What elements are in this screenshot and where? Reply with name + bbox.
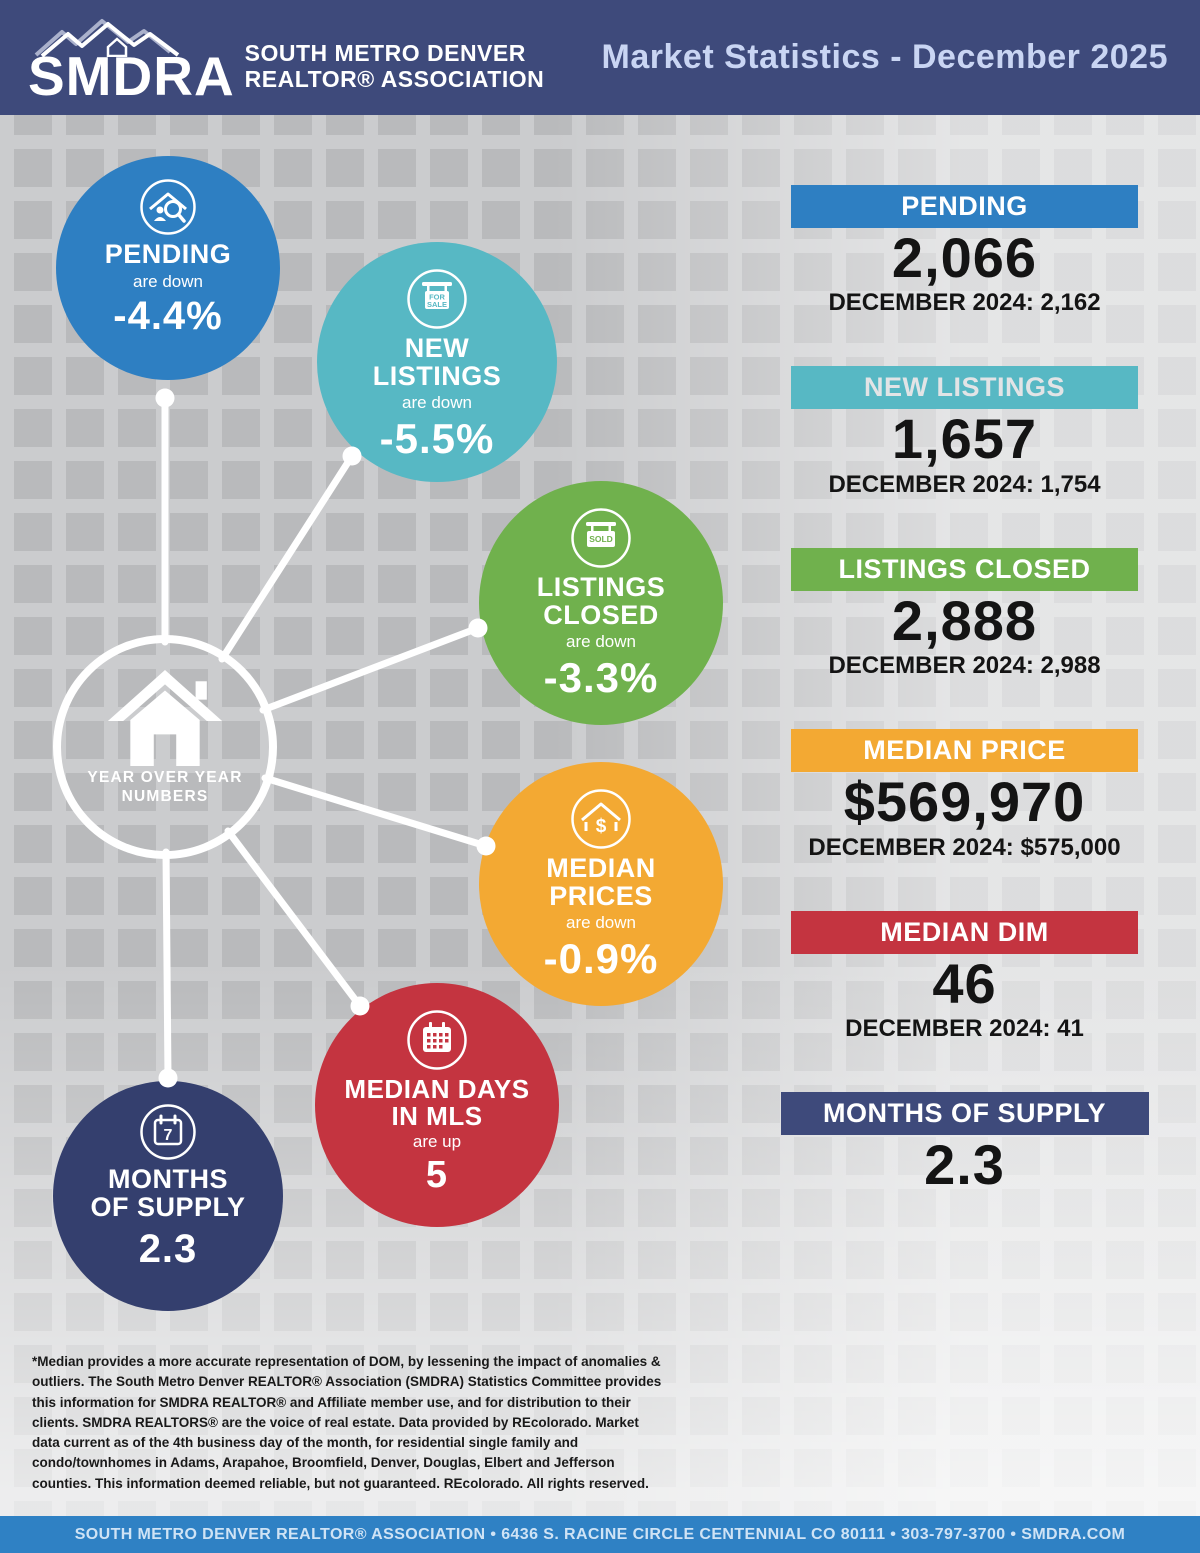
calendar-icon — [406, 1009, 468, 1071]
roofline-icon — [34, 19, 180, 58]
year-over-year-hub: YEAR OVER YEAR NUMBERS — [53, 635, 277, 859]
house-icon — [107, 670, 223, 766]
bubble-trend: are up — [412, 1132, 462, 1152]
stat-median-price: MEDIAN PRICE $569,970 DECEMBER 2024: $57… — [791, 729, 1138, 862]
stat-new-listings: NEW LISTINGS 1,657 DECEMBER 2024: 1,754 — [791, 366, 1138, 499]
stat-banner: MONTHS OF SUPPLY — [780, 1092, 1149, 1136]
stat-pending: PENDING 2,066 DECEMBER 2024: 2,162 — [791, 185, 1138, 318]
footer-bar: SOUTH METRO DENVER REALTOR® ASSOCIATION … — [0, 1516, 1200, 1553]
svg-text:SOLD: SOLD — [589, 534, 613, 544]
svg-text:FOR: FOR — [429, 293, 445, 302]
stat-value: 1,657 — [891, 407, 1038, 471]
bubble-trend: are down — [133, 271, 203, 291]
stat-value: 2,066 — [891, 226, 1038, 289]
bubble-median-days: MEDIAN DAYS IN MLS are up 5 — [315, 983, 559, 1227]
bubble-title: MONTHS OF SUPPLY — [90, 1164, 246, 1222]
svg-text:$: $ — [596, 816, 607, 837]
bubble-median-prices: $ MEDIAN PRICES are down -0.9% — [479, 762, 723, 1006]
bubble-pending: PENDING are down -4.4% — [56, 156, 280, 380]
stat-value: 2.3 — [924, 1133, 1005, 1197]
house-search-icon — [139, 178, 197, 236]
stat-banner: PENDING — [791, 185, 1138, 228]
logo-mark: SMDRA — [28, 15, 235, 108]
hub-label: YEAR OVER YEAR NUMBERS — [87, 769, 243, 805]
stat-banner: MEDIAN DIM — [791, 910, 1138, 954]
stat-listings-closed: LISTINGS CLOSED 2,888 DECEMBER 2024: 2,9… — [791, 547, 1138, 681]
stat-banner: LISTINGS CLOSED — [791, 547, 1138, 591]
stat-comparison: DECEMBER 2024: 1,754 — [828, 470, 1101, 498]
bubble-trend: are down — [566, 632, 636, 652]
svg-text:7: 7 — [164, 1127, 173, 1144]
bubble-value: -0.9% — [543, 935, 659, 983]
for-sale-sign-icon: FOR SALE — [406, 268, 468, 330]
stats-panel: PENDING 2,066 DECEMBER 2024: 2,162 NEW L… — [780, 185, 1149, 1197]
logo-org-line1: SOUTH METRO DENVER — [244, 40, 526, 67]
footer-text: SOUTH METRO DENVER REALTOR® ASSOCIATION … — [74, 1525, 1126, 1543]
stat-comparison: DECEMBER 2024: 2,988 — [828, 652, 1101, 680]
stat-banner: NEW LISTINGS — [791, 366, 1138, 410]
smdra-logo: SMDRA SOUTH METRO DENVER REALTOR® ASSOCI… — [28, 15, 545, 108]
bubble-new-listings: FOR SALE NEW LISTINGS are down -5.5% — [317, 242, 557, 482]
header: SMDRA SOUTH METRO DENVER REALTOR® ASSOCI… — [0, 0, 1200, 115]
logo-org-line2: REALTOR® ASSOCIATION — [244, 66, 545, 93]
logo-acronym: SMDRA — [28, 45, 235, 108]
bubble-title: LISTINGS CLOSED — [536, 572, 666, 630]
bubble-listings-closed: SOLD LISTINGS CLOSED are down -3.3% — [479, 481, 723, 725]
stat-value: 46 — [932, 951, 997, 1015]
bubble-value: 2.3 — [138, 1227, 198, 1272]
page-title: Market Statistics - December 2025 — [601, 38, 1168, 76]
stat-months-of-supply: MONTHS OF SUPPLY 2.3 — [780, 1092, 1149, 1197]
bubble-title: NEW LISTINGS — [372, 333, 502, 391]
sold-sign-icon: SOLD — [570, 507, 632, 569]
bubble-trend: are down — [402, 393, 472, 413]
bubble-value: 5 — [425, 1154, 449, 1197]
stat-value: 2,888 — [891, 588, 1038, 652]
stat-banner: MEDIAN PRICE — [791, 729, 1138, 773]
bubble-value: -4.4% — [113, 293, 223, 338]
bubble-months-of-supply: 7 MONTHS OF SUPPLY 2.3 — [53, 1081, 283, 1311]
stat-comparison: DECEMBER 2024: $575,000 — [808, 833, 1121, 861]
stat-comparison: DECEMBER 2024: 41 — [845, 1015, 1084, 1043]
bubble-title: PENDING — [104, 239, 232, 269]
bubble-trend: are down — [566, 913, 636, 933]
calendar-7-icon: 7 — [139, 1103, 197, 1161]
svg-text:SALE: SALE — [427, 300, 447, 309]
disclaimer-text: *Median provides a more accurate represe… — [32, 1354, 662, 1491]
bubble-value: -5.5% — [379, 415, 495, 463]
bubble-value: -3.3% — [543, 654, 659, 702]
stat-median-dim: MEDIAN DIM 46 DECEMBER 2024: 41 — [791, 910, 1138, 1044]
bubble-title: MEDIAN PRICES — [546, 853, 656, 911]
logo-org-name: SOUTH METRO DENVER REALTOR® ASSOCIATION — [245, 41, 545, 93]
bubble-title: MEDIAN DAYS IN MLS — [344, 1074, 530, 1131]
stat-value: $569,970 — [843, 770, 1086, 834]
house-dollar-icon: $ — [570, 788, 632, 850]
stat-comparison: DECEMBER 2024: 2,162 — [828, 289, 1101, 317]
